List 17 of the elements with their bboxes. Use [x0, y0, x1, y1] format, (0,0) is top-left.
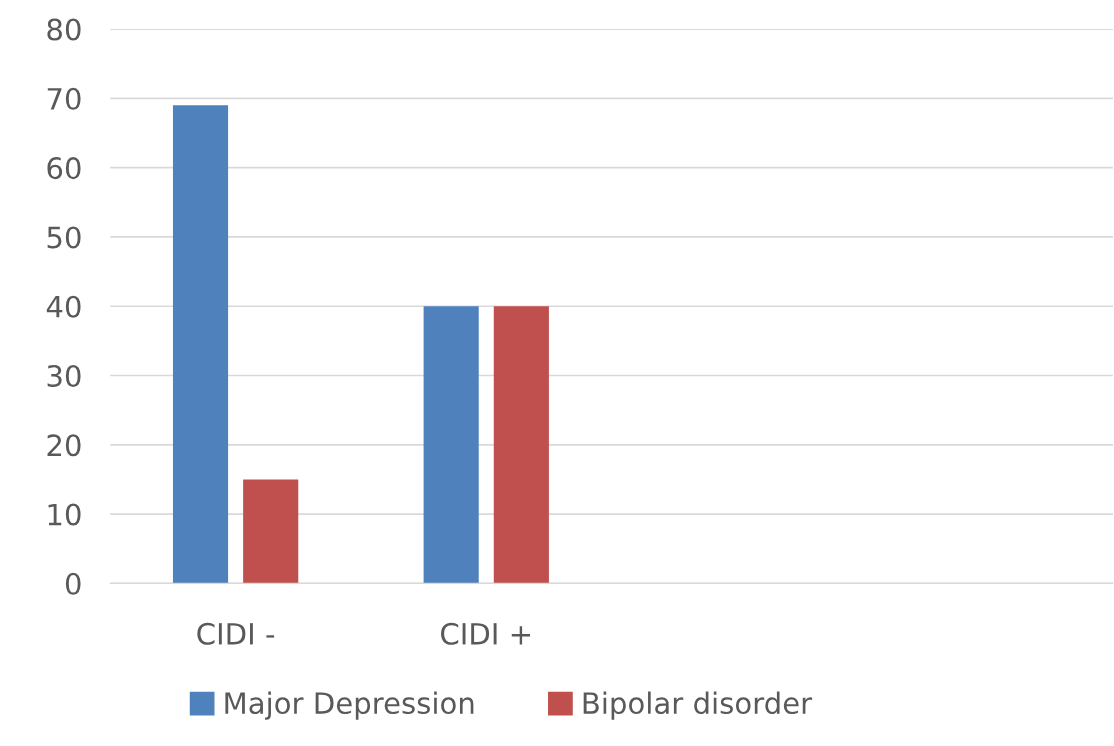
y-tick-label: 30 [47, 364, 81, 388]
bar [493, 306, 549, 584]
bar [172, 105, 229, 584]
y-tick-label: 80 [47, 18, 81, 41]
y-tick-label: 40 [46, 295, 81, 318]
x-tick-label: CIDI - [197, 622, 275, 645]
y-tick-label: 10 [48, 503, 81, 526]
y-tick-label: 50 [47, 226, 81, 249]
legend-label: Major Depression [225, 691, 474, 720]
bar [423, 306, 479, 584]
y-tick-label: 0 [65, 572, 81, 595]
y-tick-label: 60 [47, 157, 81, 180]
bar [243, 479, 299, 584]
x-tick-label: CIDI + [441, 622, 531, 645]
y-tick-label: 20 [47, 434, 81, 457]
y-tick-label: 70 [47, 87, 81, 110]
legend-label: Bipolar disorder [583, 691, 813, 720]
